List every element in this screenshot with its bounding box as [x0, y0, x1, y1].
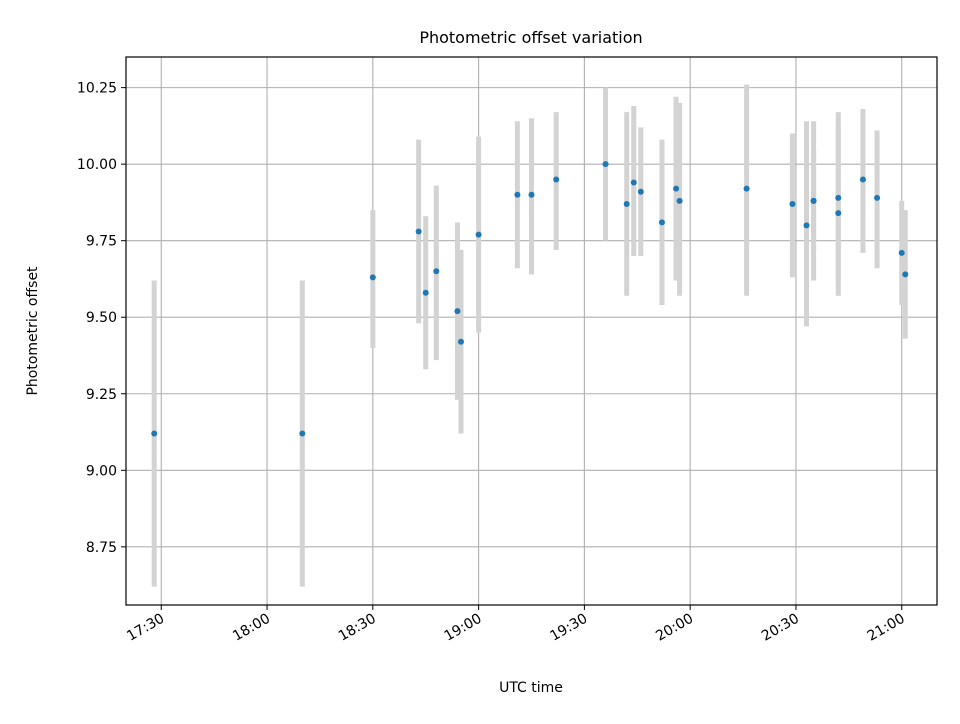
data-point: [553, 176, 560, 183]
y-tick-label: 8.75: [86, 540, 117, 556]
data-point: [902, 271, 909, 278]
y-tick-label: 10.25: [77, 81, 117, 97]
data-point: [415, 228, 422, 235]
chart-title: Photometric offset variation: [419, 28, 642, 47]
y-axis-ticks: 8.75 9.00 9.25 9.50 9.75 10.00 10.25: [77, 81, 126, 556]
data-point: [433, 268, 440, 275]
data-point: [789, 200, 796, 207]
plot-frame: [125, 56, 938, 606]
y-axis-label: Photometric offset: [25, 266, 41, 396]
data-point: [637, 188, 644, 195]
y-tick-label: 10.00: [77, 157, 117, 173]
data-point: [676, 197, 683, 204]
data-point: [743, 185, 750, 192]
y-tick-label: 9.00: [86, 463, 117, 479]
data-point: [528, 191, 535, 198]
x-axis-label: UTC time: [499, 680, 563, 696]
data-point: [457, 338, 464, 345]
data-point: [151, 430, 158, 437]
data-point: [803, 222, 810, 229]
data-point: [810, 197, 817, 204]
y-tick-label: 9.25: [86, 387, 117, 403]
y-tick-label: 9.75: [86, 234, 117, 250]
data-point: [514, 191, 521, 198]
data-point: [623, 200, 630, 207]
data-point: [835, 194, 842, 201]
data-points: [151, 161, 909, 437]
data-point: [299, 430, 306, 437]
data-point: [658, 219, 665, 226]
data-point: [874, 194, 881, 201]
data-point: [898, 249, 905, 256]
data-point: [454, 308, 461, 315]
data-point: [859, 176, 866, 183]
data-point: [369, 274, 376, 281]
data-point: [422, 289, 429, 296]
data-point: [835, 210, 842, 217]
data-point: [630, 179, 637, 186]
data-point: [602, 161, 609, 168]
data-point: [475, 231, 482, 238]
y-tick-label: 9.50: [86, 310, 117, 326]
data-point: [673, 185, 680, 192]
